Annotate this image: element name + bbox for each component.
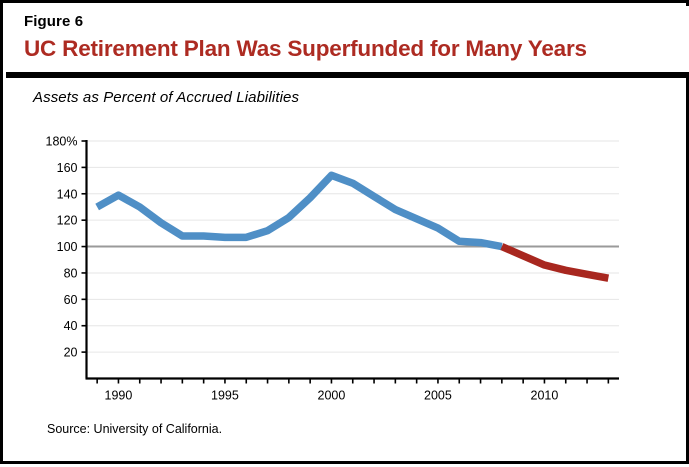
x-tick-label-1990: 1990 xyxy=(105,389,133,403)
x-tick-label-2010: 2010 xyxy=(531,389,559,403)
chart-x-tick-labels: 1990 1995 2000 2005 2010 xyxy=(105,389,559,403)
chart-y-tick-labels: 20 40 60 80 100 120 140 160 180% xyxy=(46,135,78,360)
y-tick-label-120: 120 xyxy=(57,214,78,228)
figure-header: Figure 6 UC Retirement Plan Was Superfun… xyxy=(6,6,689,78)
page-title: UC Retirement Plan Was Superfunded for M… xyxy=(24,36,587,61)
y-tick-label-180: 180% xyxy=(46,135,78,149)
y-tick-label-160: 160 xyxy=(57,161,78,175)
x-tick-label-1995: 1995 xyxy=(211,389,239,403)
y-tick-label-100: 100 xyxy=(57,240,78,254)
y-tick-label-60: 60 xyxy=(64,293,78,307)
series-line-1 xyxy=(500,243,610,282)
chart-x-axis-ticks xyxy=(96,378,610,384)
y-tick-label-40: 40 xyxy=(64,319,78,333)
series-line-0 xyxy=(95,171,503,251)
chart-axes xyxy=(85,140,619,380)
chart-subtitle: Assets as Percent of Accrued Liabilities xyxy=(33,89,300,106)
x-tick-label-2005: 2005 xyxy=(424,389,452,403)
chart-series-group xyxy=(95,171,610,282)
chart-gridlines xyxy=(86,140,619,353)
y-tick-label-80: 80 xyxy=(64,266,78,280)
y-tick-label-20: 20 xyxy=(64,346,78,360)
y-tick-label-140: 140 xyxy=(57,187,78,201)
figure-number: Figure 6 xyxy=(24,13,84,30)
chart-source-note: Source: University of California. xyxy=(47,422,223,436)
x-tick-label-2000: 2000 xyxy=(318,389,346,403)
chart-y-axis-ticks xyxy=(81,140,87,353)
